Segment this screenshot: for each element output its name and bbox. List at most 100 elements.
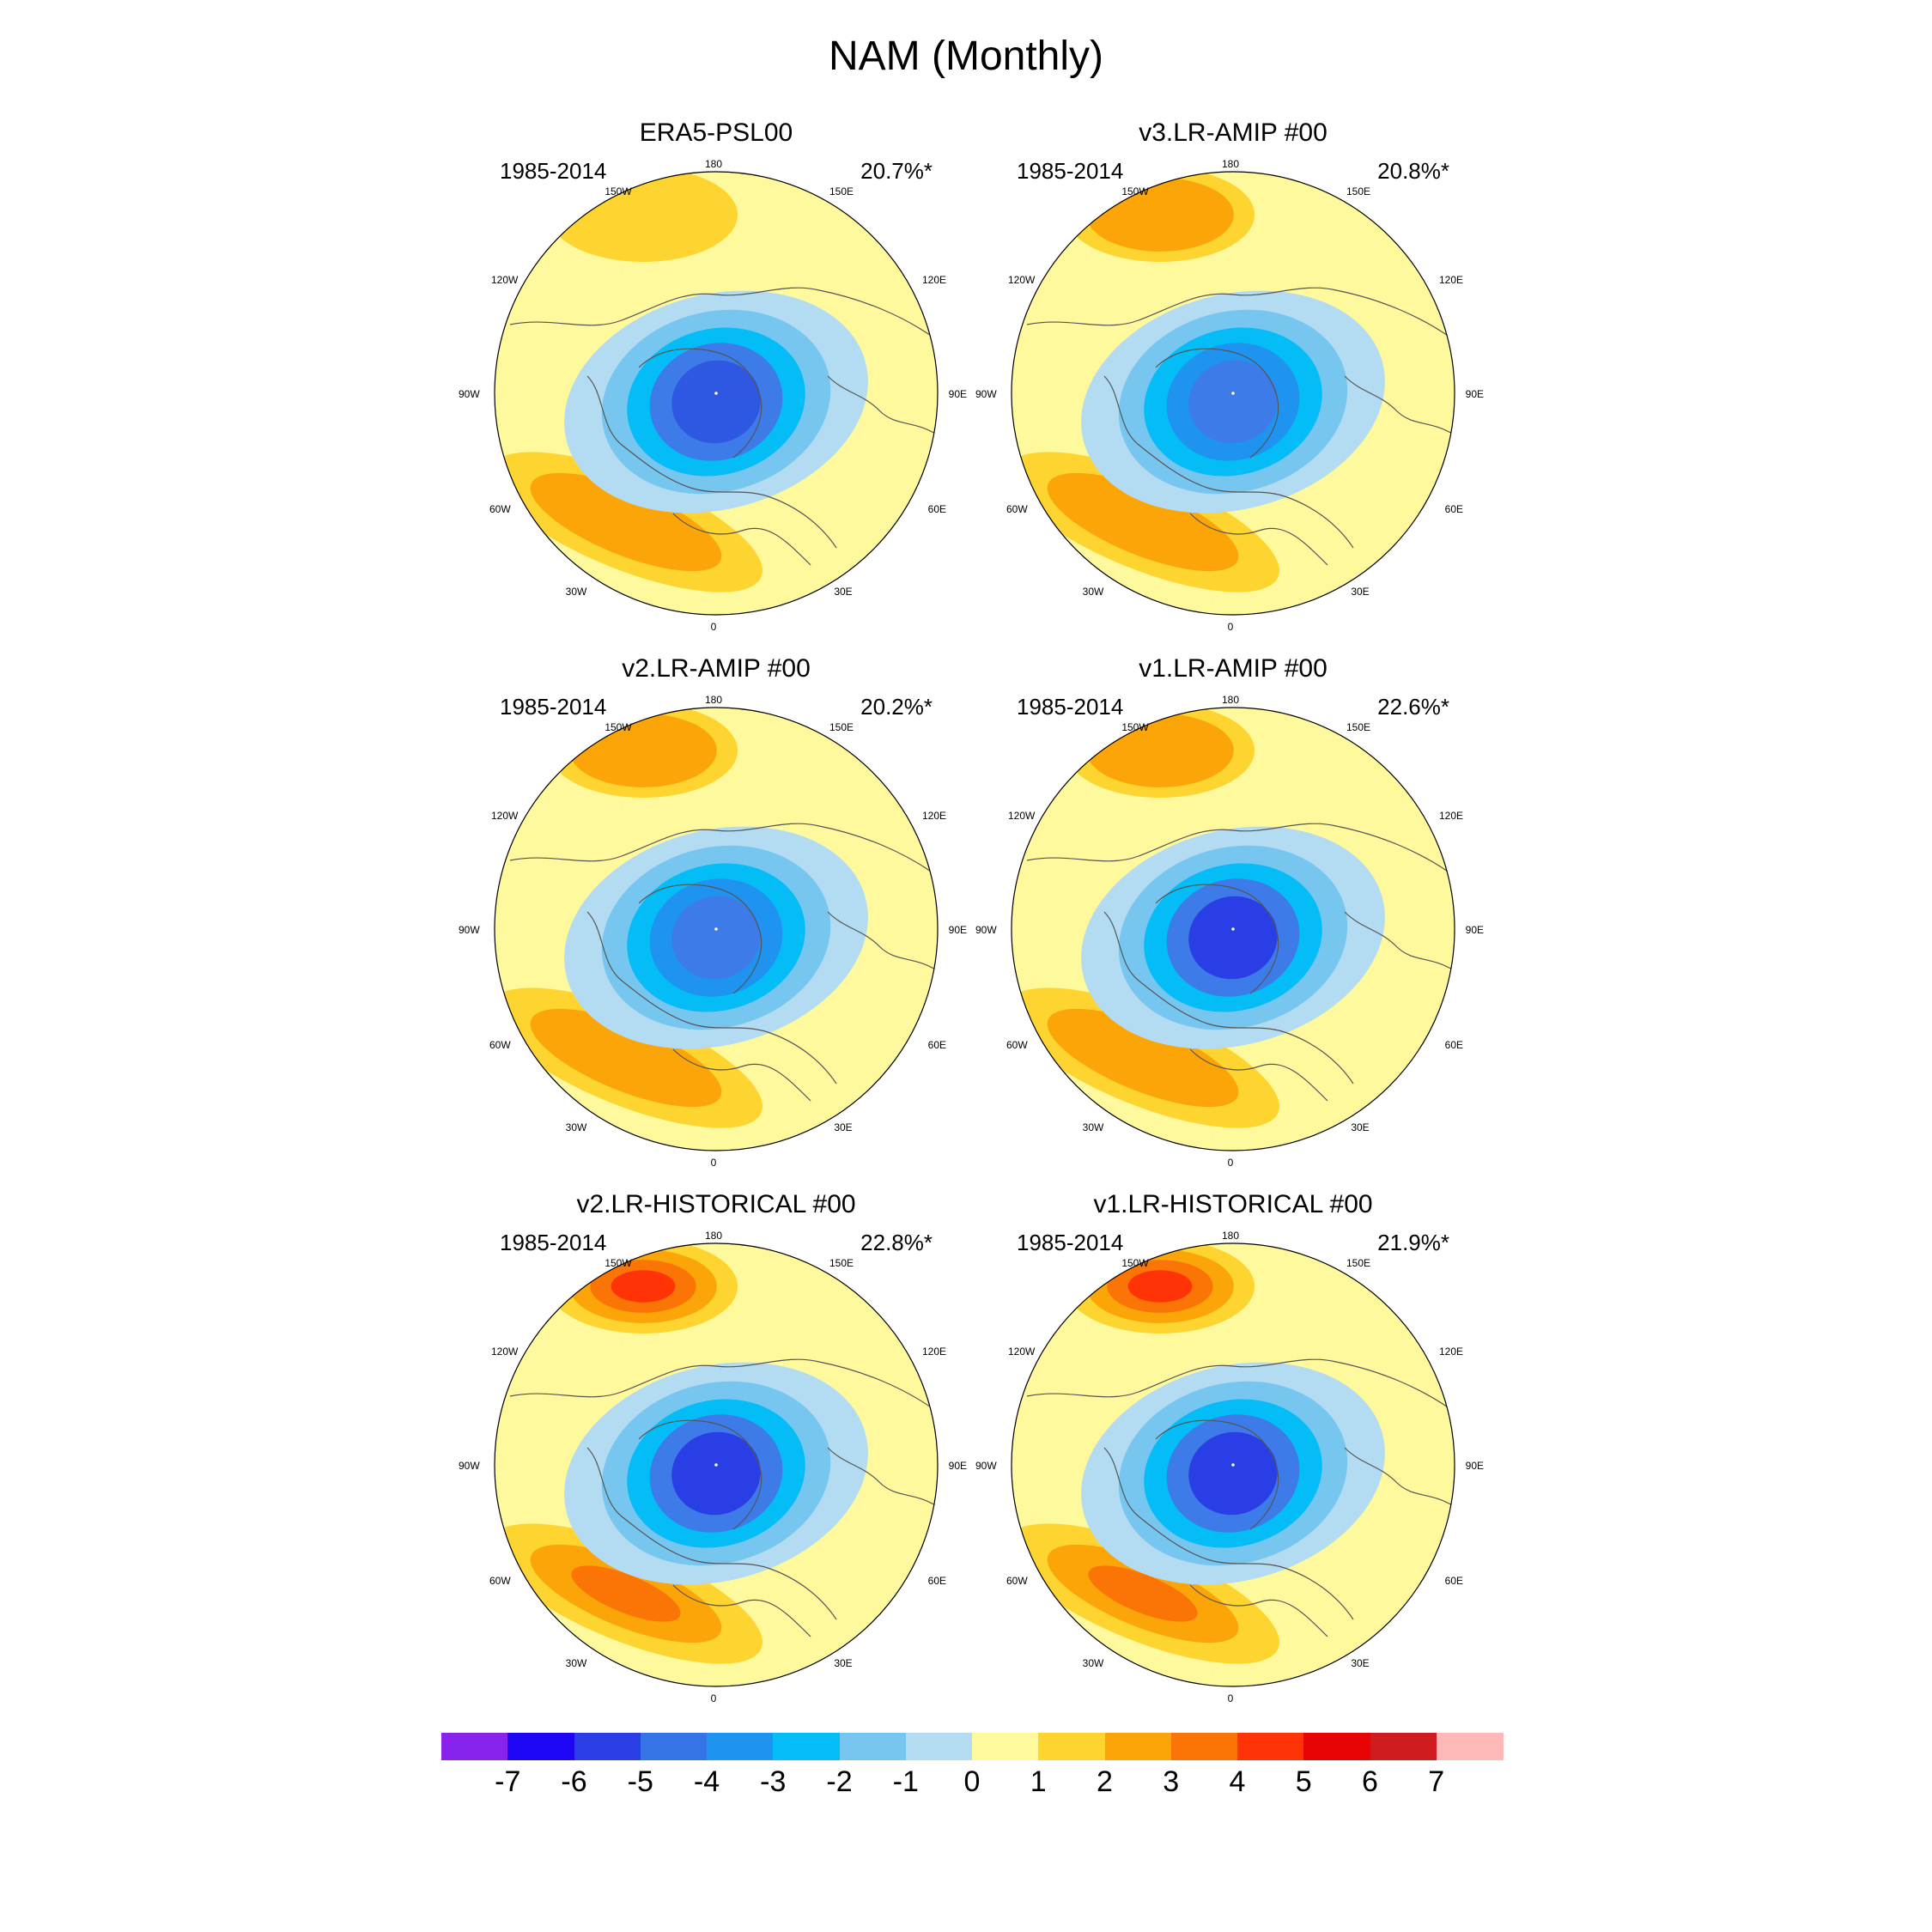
- coastline: [638, 884, 762, 994]
- north-pole-marker: [1231, 392, 1235, 395]
- panel-period: 1985-2014: [500, 1230, 607, 1255]
- colorbar-swatch: [1303, 1733, 1370, 1760]
- longitude-label: 90W: [975, 1460, 997, 1472]
- longitude-label: 60W: [1006, 1575, 1028, 1587]
- longitude-label: 60E: [928, 1575, 946, 1587]
- longitude-label: 30W: [566, 586, 587, 598]
- main-title: NAM (Monthly): [828, 33, 1104, 79]
- longitude-label: 0: [711, 1692, 717, 1704]
- longitude-label: 0: [711, 1157, 717, 1169]
- longitude-label: 150W: [605, 1257, 632, 1269]
- map-border: [1011, 1242, 1455, 1687]
- longitude-label: 90W: [975, 388, 997, 400]
- polar-map: 180 150W 150E 120W 120E 90W 90E 60W 60E 30W 30E 0: [459, 1230, 967, 1704]
- longitude-label: 90W: [459, 1460, 480, 1472]
- longitude-label: 150E: [1346, 1257, 1370, 1269]
- longitude-label: 30W: [566, 1121, 587, 1133]
- colorbar-swatch: [1038, 1733, 1105, 1760]
- map-panel: ERA5-PSL00 1985-2014 20.7%* 180 150W 150E 1…: [459, 118, 974, 634]
- colorbar-tick-label: 4: [1229, 1765, 1246, 1798]
- coastline: [1103, 1447, 1354, 1620]
- longitude-label: 90W: [975, 924, 997, 936]
- longitude-label: 30E: [834, 1121, 852, 1133]
- longitude-label: 0: [1228, 621, 1234, 633]
- longitude-label: 30W: [1083, 586, 1104, 598]
- longitude-label: 60W: [489, 1575, 511, 1587]
- coastline: [1155, 348, 1279, 459]
- longitude-label: 90E: [949, 924, 967, 936]
- colorbar-tick-label: -1: [892, 1765, 919, 1798]
- longitude-label: 0: [711, 621, 717, 633]
- pacific-high-contour: [1127, 1270, 1193, 1303]
- longitude-label: 0: [1228, 1692, 1234, 1704]
- longitude-label: 30W: [1083, 1657, 1104, 1669]
- colorbar-tick-label: 2: [1097, 1765, 1113, 1798]
- panel-title: v3.LR-AMIP #00: [1139, 118, 1327, 147]
- longitude-label: 120W: [1008, 274, 1036, 286]
- longitude-label: 120E: [1439, 274, 1463, 286]
- coastline: [827, 911, 938, 973]
- panel-title: v2.LR-AMIP #00: [622, 654, 811, 683]
- longitude-label: 60W: [1006, 1039, 1028, 1051]
- panel-variance-percent: 22.6%*: [1377, 694, 1449, 720]
- longitude-label: 150W: [1121, 1257, 1149, 1269]
- panel-title: v2.LR-HISTORICAL #00: [576, 1190, 856, 1218]
- polar-map: 180 150W 150E 120W 120E 90W 90E 60W 60E 30W 30E 0: [975, 158, 1484, 633]
- longitude-label: 60E: [928, 503, 946, 515]
- colorbar-swatch: [773, 1733, 840, 1760]
- longitude-label: 120W: [491, 1346, 519, 1358]
- colorbar-tick-label: -5: [627, 1765, 653, 1798]
- longitude-label: 150E: [829, 1257, 854, 1269]
- colorbar-swatch: [1104, 1733, 1172, 1760]
- polar-map: 180 150W 150E 120W 120E 90W 90E 60W 60E 30W 30E 0: [459, 158, 967, 633]
- longitude-label: 120E: [922, 810, 946, 822]
- longitude-label: 120W: [1008, 810, 1036, 822]
- colorbar-tick-label: 5: [1295, 1765, 1312, 1798]
- coastline: [672, 1584, 811, 1637]
- arctic-low-contour: [1188, 360, 1278, 444]
- longitude-label: 30E: [834, 1657, 852, 1669]
- atlantic-high-contour: [571, 1565, 681, 1622]
- panel-variance-percent: 20.2%*: [860, 694, 933, 720]
- panel-period: 1985-2014: [500, 694, 607, 720]
- coastline: [509, 1358, 938, 1414]
- longitude-label: 120W: [1008, 1346, 1036, 1358]
- longitude-label: 30E: [834, 586, 852, 598]
- map-border: [494, 1242, 939, 1687]
- longitude-label: 60E: [1445, 1039, 1463, 1051]
- coastline: [672, 513, 811, 566]
- longitude-label: 60W: [489, 503, 511, 515]
- coastline: [1103, 375, 1354, 549]
- longitude-label: 150W: [605, 721, 632, 733]
- map-border: [1011, 171, 1455, 616]
- longitude-label: 60E: [1445, 503, 1463, 515]
- arctic-low-contour: [1188, 896, 1278, 980]
- pacific-high-contour: [1086, 714, 1234, 787]
- colorbar-tick-label: 0: [963, 1765, 981, 1798]
- arctic-low-contour: [1188, 1431, 1278, 1516]
- north-pole-marker: [714, 1463, 718, 1467]
- panel-variance-percent: 22.8%*: [860, 1230, 933, 1255]
- longitude-label: 90E: [949, 1460, 967, 1472]
- longitude-label: 150E: [829, 721, 854, 733]
- map-panel: v1.LR-HISTORICAL #00 1985-2014 21.9%* 18…: [975, 1190, 1491, 1705]
- map-panel: v1.LR-AMIP #00 1985-2014 22.6%* 180 150W 1…: [975, 654, 1491, 1170]
- coastline: [1026, 823, 1455, 878]
- map-panel: v2.LR-HISTORICAL #00 1985-2014 22.8%* 18…: [459, 1190, 974, 1705]
- colorbar-swatch: [905, 1733, 973, 1760]
- colorbar-tick-label: 1: [1030, 1765, 1047, 1798]
- colorbar-swatch: [441, 1733, 508, 1760]
- atlantic-high-contour: [530, 472, 722, 572]
- arctic-low-contour: [671, 896, 761, 980]
- panel-title: v1.LR-HISTORICAL #00: [1093, 1190, 1373, 1218]
- coastline: [1189, 1584, 1328, 1637]
- longitude-label: 150E: [829, 185, 854, 197]
- panel-period: 1985-2014: [1017, 1230, 1124, 1255]
- panel-title: v1.LR-AMIP #00: [1139, 654, 1327, 683]
- longitude-label: 180: [1222, 1230, 1239, 1242]
- longitude-label: 60E: [1445, 1575, 1463, 1587]
- longitude-label: 150W: [1121, 721, 1149, 733]
- north-pole-marker: [714, 927, 718, 931]
- pacific-high-contour: [611, 1270, 676, 1303]
- pacific-high-contour: [549, 172, 738, 262]
